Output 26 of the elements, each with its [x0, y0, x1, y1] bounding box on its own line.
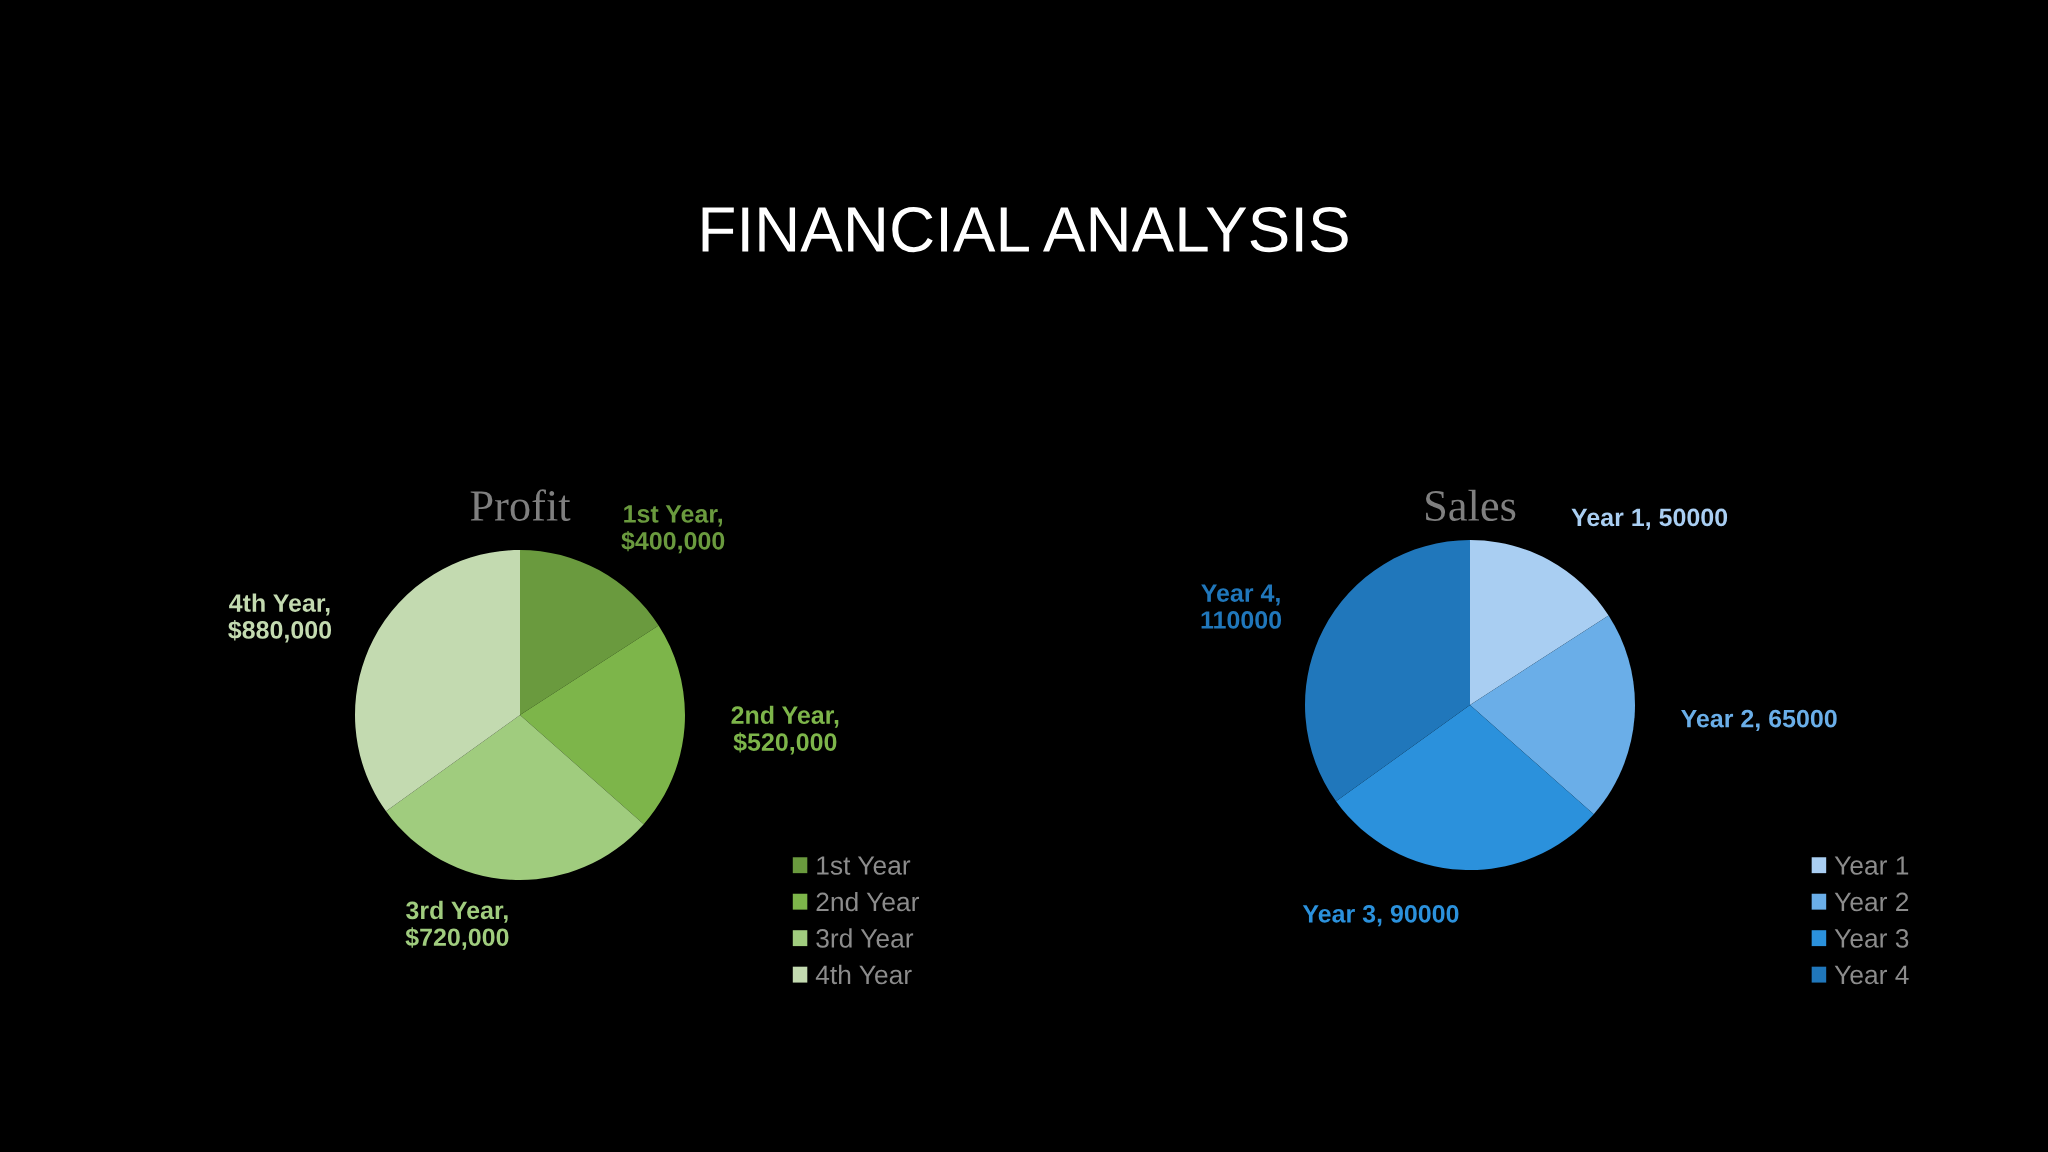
data-label: 4th Year, $880,000 [228, 593, 332, 643]
text: FINANCIAL ANALYSIS [702, 206, 1348, 253]
data-label: Year 1, 50000 [1571, 508, 1728, 530]
pie-slice [520, 625, 685, 825]
legend-label: Year 2 [1834, 892, 1909, 912]
pie-slice [1470, 615, 1635, 815]
legend-label: Year 1 [1834, 856, 1909, 875]
data-label: Year 3, 90000 [1302, 904, 1459, 927]
chart-title: Profit [470, 489, 571, 521]
legend-label: 1st Year [817, 856, 911, 875]
chart-title: Sales [1426, 489, 1516, 521]
legend-label: Year 4 [1834, 965, 1909, 985]
legend-label: Year 3 [1834, 929, 1909, 948]
data-label: 3rd Year, $720,000 [405, 900, 509, 950]
legend-label: 2nd Year [816, 891, 920, 912]
data-label: Year 2, 65000 [1681, 709, 1837, 732]
pie-slice [386, 715, 644, 880]
legend-label: 3rd Year [816, 928, 914, 948]
data-label: Year 4, 110000 [1201, 584, 1282, 629]
pie-slice [355, 550, 520, 812]
data-label: 2nd Year, $520,000 [731, 705, 839, 755]
pie-slice [1470, 540, 1609, 705]
data-label: 1st Year, $400,000 [621, 505, 725, 554]
pie-slice [1336, 705, 1594, 870]
legend-label: 4th Year [815, 964, 912, 985]
pie-slice [1305, 540, 1470, 802]
